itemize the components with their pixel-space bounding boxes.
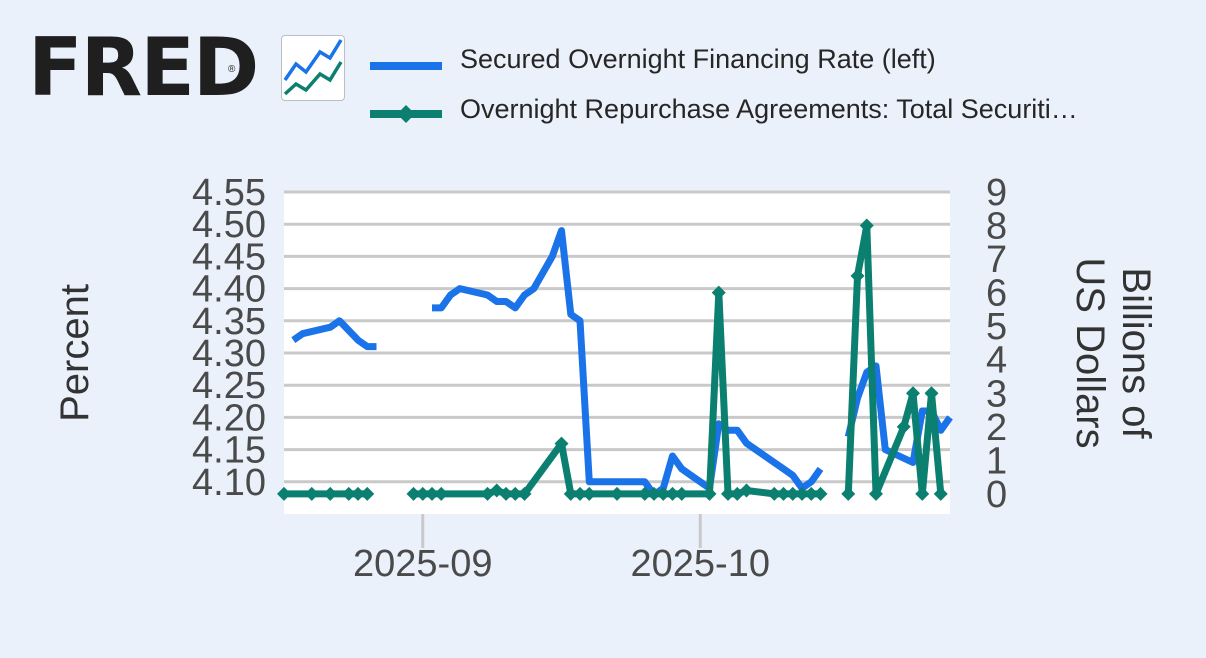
- gridlines: [284, 190, 950, 484]
- right-tick-label: 8: [986, 206, 1007, 248]
- registered-mark: ®: [228, 64, 236, 75]
- left-tick-label: 4.20: [192, 397, 266, 439]
- left-axis-label: Percent: [53, 284, 97, 422]
- left-tick-label: 4.45: [192, 236, 266, 278]
- right-tick-label: 7: [986, 239, 1007, 281]
- repo-point[interactable]: [425, 486, 439, 501]
- right-tick-label: 6: [986, 273, 1007, 315]
- repo-point[interactable]: [351, 486, 365, 501]
- repo-point[interactable]: [933, 486, 948, 501]
- repo-point[interactable]: [767, 486, 782, 501]
- left-tick-label: 4.15: [192, 430, 266, 472]
- legend-swatch-sofr: [370, 62, 442, 70]
- right-tick-label: 0: [986, 474, 1007, 516]
- x-tick-label: 2025-10: [631, 543, 770, 585]
- repo-point[interactable]: [850, 268, 865, 283]
- repo-point[interactable]: [406, 486, 421, 501]
- left-tick-label: 4.10: [192, 462, 266, 504]
- repo-point[interactable]: [674, 486, 689, 501]
- repo-point[interactable]: [434, 486, 449, 501]
- repo-point[interactable]: [915, 486, 930, 501]
- left-tick-label: 4.55: [192, 172, 266, 214]
- legend-label-repo: Overnight Repurchase Agreements: Total S…: [460, 94, 1078, 124]
- repo-point[interactable]: [415, 486, 430, 501]
- legend-swatch-repo: [370, 105, 442, 123]
- left-tick-label: 4.35: [192, 301, 266, 343]
- x-tick-label: 2025-09: [353, 543, 492, 585]
- repo-point[interactable]: [323, 486, 338, 501]
- repo-point[interactable]: [499, 486, 513, 501]
- repo-point[interactable]: [563, 486, 578, 501]
- repo-point[interactable]: [721, 486, 735, 501]
- repo-point[interactable]: [573, 486, 587, 501]
- line-chart-icon[interactable]: [281, 35, 345, 101]
- repo-point[interactable]: [776, 486, 791, 501]
- repo-point[interactable]: [304, 486, 319, 501]
- repo-point[interactable]: [508, 486, 523, 501]
- sofr-line[interactable]: [291, 317, 377, 351]
- series-layer: [277, 218, 953, 501]
- left-tick-label: 4.25: [192, 365, 266, 407]
- right-tick-label: 5: [986, 306, 1007, 348]
- repo-point[interactable]: [859, 218, 874, 233]
- repo-point[interactable]: [647, 486, 661, 501]
- repo-point[interactable]: [517, 486, 532, 501]
- x-axis-ticks: 2025-09 2025-10: [353, 514, 770, 585]
- repo-point[interactable]: [813, 486, 828, 501]
- repo-point[interactable]: [656, 486, 671, 501]
- left-tick-label: 4.40: [192, 269, 266, 311]
- repo-point[interactable]: [906, 386, 920, 401]
- right-axis-label: Billions ofUS Dollars: [1068, 257, 1158, 448]
- repo-point[interactable]: [702, 486, 717, 501]
- repo-point[interactable]: [924, 386, 939, 401]
- repo-point[interactable]: [554, 436, 569, 451]
- repo-point[interactable]: [277, 486, 291, 501]
- fred-logo[interactable]: FRED: [28, 21, 259, 114]
- repo-point[interactable]: [360, 486, 375, 501]
- repo-point[interactable]: [711, 285, 726, 300]
- legend-label-sofr: Secured Overnight Financing Rate (left): [460, 44, 936, 74]
- left-axis-ticks: 4.104.154.204.254.304.354.404.454.504.55: [192, 172, 266, 504]
- right-tick-label: 3: [986, 373, 1007, 415]
- right-tick-label: 2: [986, 407, 1007, 449]
- sofr-line[interactable]: [432, 227, 824, 499]
- repo-point[interactable]: [896, 419, 911, 434]
- repo-point[interactable]: [610, 486, 624, 501]
- repo-point[interactable]: [341, 486, 356, 501]
- right-tick-label: 4: [986, 340, 1007, 382]
- right-tick-label: 1: [986, 440, 1007, 482]
- right-tick-label: 9: [986, 172, 1007, 214]
- repo-point[interactable]: [785, 486, 800, 501]
- repo-point[interactable]: [841, 486, 856, 501]
- left-tick-label: 4.50: [192, 204, 266, 246]
- left-tick-label: 4.30: [192, 333, 266, 375]
- repo-point[interactable]: [582, 486, 597, 501]
- repo-point[interactable]: [637, 486, 652, 501]
- repo-point[interactable]: [804, 486, 819, 501]
- repo-point[interactable]: [739, 483, 754, 498]
- repo-point[interactable]: [795, 486, 809, 501]
- repo-point[interactable]: [665, 486, 680, 501]
- repo-point[interactable]: [869, 486, 883, 501]
